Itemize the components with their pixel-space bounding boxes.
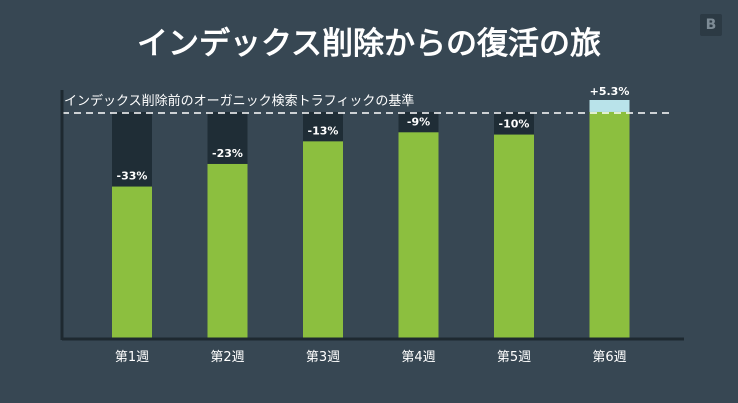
deficit-segment xyxy=(494,111,534,135)
deficit-segment xyxy=(112,111,152,187)
data-label: -23% xyxy=(212,147,243,160)
x-tick-label: 第4週 xyxy=(401,350,435,365)
bar xyxy=(494,134,534,338)
x-tick-label: 第5週 xyxy=(497,350,531,365)
labels-layer: -33% 第1週 -23% 第2週 -13% 第3週 -9% 第4週 -10% 第5週 +5.3% 第… xyxy=(115,85,630,365)
x-tick-label: 第2週 xyxy=(210,350,244,365)
x-tick-label: 第3週 xyxy=(306,350,340,365)
bars-layer xyxy=(112,100,630,338)
brand-logo: B xyxy=(700,14,722,36)
data-label: -10% xyxy=(499,118,530,131)
surplus-segment xyxy=(589,100,630,112)
bar xyxy=(398,132,439,338)
data-label: -9% xyxy=(407,115,430,128)
bar xyxy=(303,141,343,338)
data-label: +5.3% xyxy=(590,85,630,98)
bar xyxy=(207,163,248,338)
data-label: -33% xyxy=(117,170,148,183)
chart-title: インデックス削除からの復活の旅 xyxy=(136,26,602,62)
bar xyxy=(589,111,630,338)
data-label: -13% xyxy=(308,124,339,137)
baseline-label: インデックス削除前のオーガニック検索トラフィックの基準 xyxy=(64,93,414,109)
deficit-segment xyxy=(207,111,248,164)
deficit-segment xyxy=(398,111,439,133)
deficit-segment xyxy=(303,111,343,142)
x-tick-label: 第6週 xyxy=(592,350,626,365)
bar xyxy=(112,186,152,338)
x-tick-label: 第1週 xyxy=(115,350,149,365)
